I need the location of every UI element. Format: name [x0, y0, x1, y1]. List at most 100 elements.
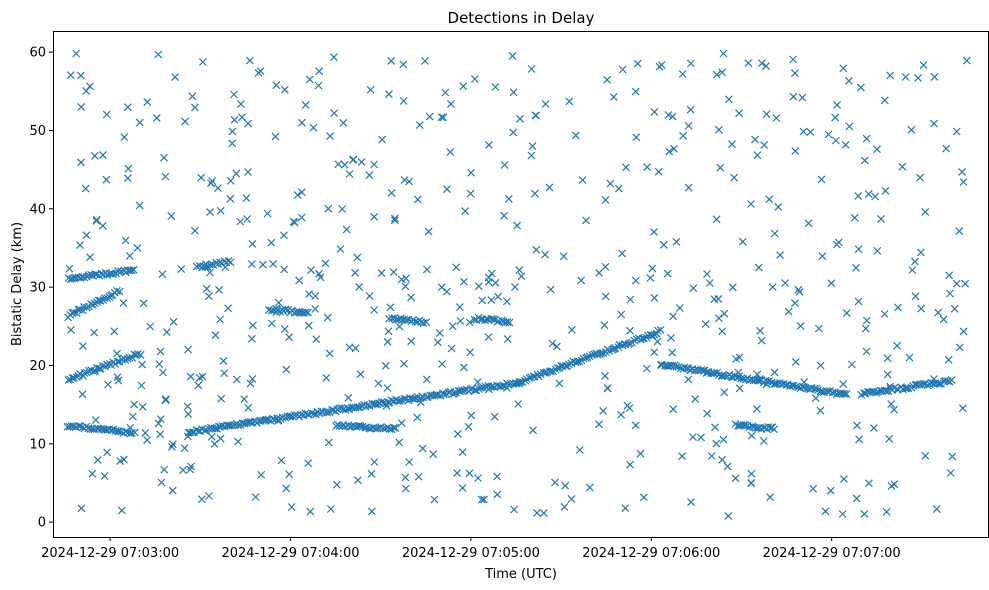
- point-865: [514, 400, 523, 408]
- point-847: [258, 260, 267, 269]
- point-659: [490, 412, 499, 421]
- point-824: [395, 322, 404, 331]
- point-1053: [120, 455, 128, 464]
- point-906: [202, 284, 211, 293]
- point-863: [894, 303, 902, 312]
- point-1075: [735, 353, 744, 362]
- point-711: [285, 333, 294, 342]
- point-57: [112, 286, 121, 295]
- point-715: [861, 324, 870, 333]
- point-1219: [224, 304, 233, 313]
- point-1145: [539, 509, 548, 518]
- point-1000: [530, 189, 539, 198]
- point-1194: [728, 283, 737, 292]
- point-850: [510, 505, 518, 514]
- point-577: [402, 316, 411, 324]
- point-1232: [757, 59, 766, 68]
- point-712: [789, 55, 798, 64]
- point-1224: [854, 191, 863, 200]
- point-694: [435, 329, 444, 338]
- point-431: [792, 382, 801, 391]
- point-655: [330, 109, 339, 118]
- point-888: [527, 65, 536, 73]
- point-1154: [77, 102, 86, 111]
- point-873: [667, 333, 675, 342]
- point-370: [668, 361, 677, 370]
- point-890: [272, 308, 281, 317]
- point-741: [383, 337, 392, 346]
- point-757: [675, 304, 684, 313]
- point-1038: [816, 361, 825, 370]
- point-766: [90, 328, 99, 337]
- point-1217: [494, 292, 502, 301]
- point-812: [473, 378, 482, 386]
- data-points: [63, 49, 971, 520]
- point-1077: [197, 495, 206, 504]
- point-747: [697, 433, 705, 442]
- point-929: [962, 56, 971, 65]
- point-922: [453, 429, 462, 438]
- point-1124: [390, 214, 399, 223]
- point-1198: [186, 372, 195, 381]
- point-695: [821, 507, 830, 516]
- point-982: [226, 176, 235, 185]
- point-736: [338, 205, 347, 213]
- point-1083: [156, 347, 165, 356]
- point-1042: [479, 495, 488, 504]
- point-998: [465, 469, 474, 478]
- point-886: [755, 375, 764, 383]
- point-1103: [123, 103, 132, 112]
- point-838: [104, 380, 112, 389]
- point-641: [248, 374, 257, 383]
- point-1110: [474, 474, 482, 482]
- point-1076: [400, 359, 408, 368]
- point-991: [601, 292, 610, 301]
- point-32: [129, 265, 138, 274]
- point-709: [684, 375, 693, 384]
- point-59: [64, 376, 73, 384]
- point-923: [381, 361, 390, 370]
- point-860: [855, 435, 864, 444]
- point-255: [439, 390, 448, 399]
- point-689: [860, 509, 869, 518]
- point-1024: [133, 243, 142, 252]
- point-785: [76, 241, 84, 250]
- point-1025: [215, 285, 223, 294]
- point-1008: [842, 309, 851, 318]
- point-567: [389, 423, 398, 432]
- point-780: [274, 416, 283, 425]
- point-1220: [672, 237, 681, 246]
- point-141: [210, 424, 219, 433]
- point-1133: [765, 195, 774, 204]
- point-1206: [446, 148, 455, 157]
- point-775: [882, 507, 891, 516]
- point-744: [762, 110, 771, 119]
- point-915: [546, 285, 555, 294]
- point-675: [311, 292, 320, 300]
- point-1147: [626, 326, 634, 335]
- point-833: [730, 173, 739, 182]
- point-837: [244, 403, 253, 412]
- point-817: [686, 105, 695, 114]
- point-993: [601, 371, 609, 380]
- point-14: [92, 270, 101, 279]
- point-976: [397, 275, 406, 284]
- point-363: [656, 325, 665, 334]
- point-456: [842, 390, 851, 399]
- point-1196: [345, 170, 354, 178]
- point-941: [880, 310, 889, 318]
- point-669: [90, 151, 99, 160]
- point-707: [211, 331, 220, 340]
- point-962: [930, 375, 938, 383]
- point-551: [356, 421, 365, 430]
- point-683: [467, 411, 476, 420]
- point-396: [720, 372, 729, 380]
- point-804: [254, 68, 263, 77]
- point-501: [947, 376, 956, 385]
- point-1090: [154, 419, 163, 428]
- point-1062: [456, 317, 465, 325]
- point-771: [123, 174, 132, 183]
- point-1209: [78, 390, 87, 399]
- point-498: [941, 376, 950, 385]
- point-1223: [770, 368, 779, 377]
